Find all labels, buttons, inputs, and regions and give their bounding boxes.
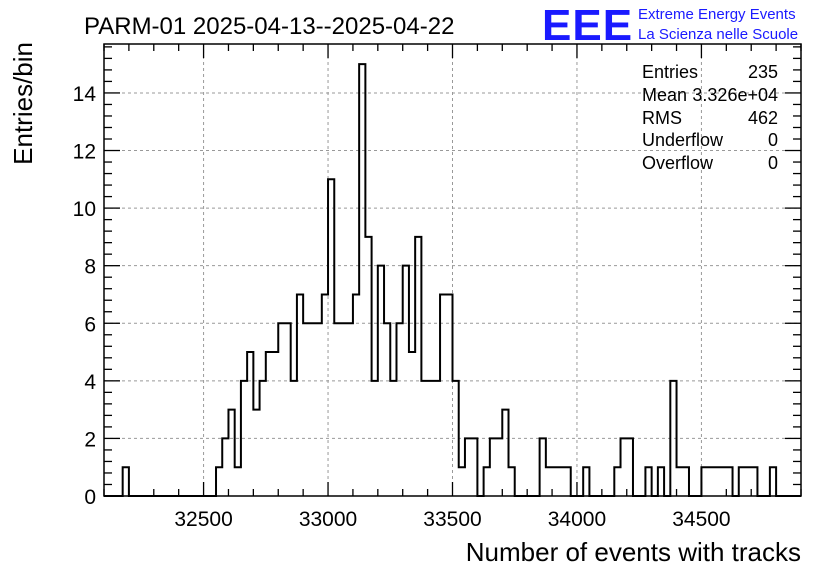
chart-title: PARM-01 2025-04-13--2025-04-22	[84, 13, 454, 40]
histogram-bin	[322, 294, 328, 496]
stats-underflow-value: 0	[768, 130, 778, 150]
y-tick-label: 12	[73, 141, 96, 164]
histogram-bin	[546, 467, 552, 496]
x-tick-label: 33000	[299, 508, 357, 531]
stats-mean-label: Mean	[642, 85, 687, 105]
histogram-bin	[677, 467, 683, 496]
stats-mean-value: 3.326e+04	[692, 85, 778, 105]
y-tick-label: 8	[84, 256, 96, 279]
stats-rms-value: 462	[748, 108, 778, 128]
y-tick-label: 6	[84, 313, 96, 336]
stats-box: Entries 235 Mean 3.326e+04 RMS 462 Under…	[642, 62, 778, 173]
histogram-series	[104, 63, 801, 497]
stats-overflow-label: Overflow	[642, 153, 714, 173]
histogram-outline	[104, 63, 801, 497]
histogram-bin	[353, 294, 359, 496]
y-tick-label: 10	[73, 198, 96, 221]
histogram-bin	[316, 323, 322, 496]
stats-underflow-label: Underflow	[642, 130, 724, 150]
histogram-bin	[552, 467, 558, 496]
histogram-bin	[347, 323, 353, 496]
y-tick-label: 0	[84, 486, 96, 509]
histogram-bin	[558, 467, 564, 496]
x-tick-label: 33500	[423, 508, 481, 531]
axes	[103, 43, 802, 497]
histogram-bin	[708, 467, 714, 496]
histogram-bin	[409, 352, 415, 496]
histogram-bin	[340, 323, 346, 496]
eee-logo-line1: Extreme Energy Events	[638, 6, 796, 23]
histogram-bin	[272, 352, 278, 496]
stats-rms-label: RMS	[642, 108, 682, 128]
y-tick-label: 4	[84, 371, 96, 394]
eee-logo-mark: EEE	[542, 1, 633, 50]
stats-overflow-value: 0	[768, 153, 778, 173]
histogram-bin	[334, 323, 340, 496]
stats-entries-label: Entries	[642, 62, 698, 82]
y-axis-label: Entries/bin	[8, 42, 38, 165]
histogram-bin	[309, 323, 315, 496]
x-tick-label: 34500	[672, 508, 730, 531]
eee-logo: EEE Extreme Energy Events La Scienza nel…	[542, 1, 798, 50]
x-tick-label: 32500	[174, 508, 232, 531]
tick-labels: 32500 33000 33500 34000 34500 0 2 4 6 8 10 12 14	[73, 83, 731, 531]
x-axis-label: Number of events with tracks	[466, 537, 801, 567]
histogram-bin	[235, 467, 241, 496]
x-tick-label: 34000	[548, 508, 606, 531]
histogram-bin	[253, 410, 259, 496]
histogram-bin	[714, 467, 720, 496]
histogram-bin	[303, 323, 309, 496]
histogram-bin	[459, 467, 465, 496]
y-tick-label: 2	[84, 428, 96, 451]
histogram-bin	[745, 467, 751, 496]
histogram-bin	[720, 467, 726, 496]
histogram-bin	[496, 438, 502, 496]
eee-logo-line2: La Scienza nelle Scuole	[638, 26, 798, 43]
grid-lines	[104, 44, 801, 496]
y-tick-label: 14	[73, 83, 97, 106]
stats-entries-value: 235	[748, 62, 778, 82]
